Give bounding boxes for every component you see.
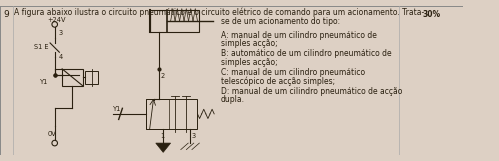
Bar bbox=[62, 69, 82, 86]
Text: telescópico de acção simples;: telescópico de acção simples; bbox=[221, 76, 335, 86]
Text: 2: 2 bbox=[160, 73, 165, 79]
Text: 9: 9 bbox=[3, 10, 9, 19]
Text: D: manual de um cilindro pneumático de acção: D: manual de um cilindro pneumático de a… bbox=[221, 86, 402, 95]
Text: S1 E: S1 E bbox=[34, 44, 49, 50]
Text: B: automático de um cilindro pneumático de: B: automático de um cilindro pneumático … bbox=[221, 49, 391, 58]
Text: A: manual de um cilindro pneumático de: A: manual de um cilindro pneumático de bbox=[221, 31, 377, 40]
Text: dupla.: dupla. bbox=[221, 95, 245, 104]
Text: simples acção;: simples acção; bbox=[221, 58, 277, 67]
Bar bbox=[85, 71, 98, 84]
Text: Y1: Y1 bbox=[40, 79, 48, 85]
Text: 0V: 0V bbox=[47, 131, 56, 137]
Bar bbox=[147, 99, 198, 129]
Text: 30%: 30% bbox=[422, 10, 440, 19]
Polygon shape bbox=[156, 143, 171, 152]
Text: se de um acionamento do tipo:: se de um acionamento do tipo: bbox=[221, 17, 340, 26]
Text: 4: 4 bbox=[58, 54, 63, 60]
Text: 3: 3 bbox=[192, 133, 196, 139]
Text: A figura abaixo ilustra o circuito pneumático e o circuito elétrico de comando p: A figura abaixo ilustra o circuito pneum… bbox=[14, 8, 424, 17]
Text: 1: 1 bbox=[160, 133, 165, 139]
Bar bbox=[150, 10, 199, 32]
Text: +24V: +24V bbox=[47, 17, 66, 23]
Text: 3: 3 bbox=[58, 30, 62, 36]
Text: Y1: Y1 bbox=[113, 106, 121, 112]
Text: simples acção;: simples acção; bbox=[221, 39, 277, 48]
Bar bbox=[147, 99, 170, 129]
Text: C: manual de um cilindro pneumático: C: manual de um cilindro pneumático bbox=[221, 68, 365, 77]
